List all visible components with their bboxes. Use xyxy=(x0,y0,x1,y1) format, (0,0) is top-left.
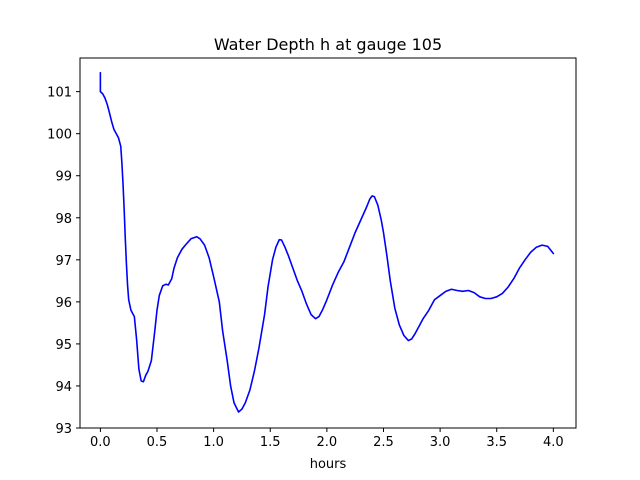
x-tick-label: 3.5 xyxy=(486,435,507,450)
chart-title: Water Depth h at gauge 105 xyxy=(214,35,442,54)
x-tick-label: 4.0 xyxy=(543,435,564,450)
y-tick-label: 95 xyxy=(55,338,72,353)
y-tick-label: 93 xyxy=(55,422,72,437)
y-axis: 93 94 95 96 97 98 99 100 101 xyxy=(47,86,80,437)
y-tick-label: 101 xyxy=(47,86,72,101)
x-tick-label: 0.0 xyxy=(90,435,111,450)
y-tick-label: 96 xyxy=(55,296,72,311)
x-tick-label: 0.5 xyxy=(147,435,168,450)
x-axis: 0.0 0.5 1.0 1.5 2.0 2.5 3.0 3.5 4.0 xyxy=(90,428,564,450)
y-tick-label: 97 xyxy=(55,254,72,269)
axes-frame xyxy=(79,57,577,429)
x-tick-label: 2.0 xyxy=(317,435,338,450)
x-tick-label: 1.5 xyxy=(260,435,281,450)
x-tick-label: 1.0 xyxy=(203,435,224,450)
y-tick-label: 100 xyxy=(47,128,72,143)
x-tick-label: 2.5 xyxy=(373,435,394,450)
y-tick-label: 98 xyxy=(55,212,72,227)
plot-area xyxy=(99,71,555,413)
y-tick-label: 94 xyxy=(55,380,72,395)
series-line xyxy=(99,71,555,413)
x-axis-label: hours xyxy=(310,457,347,472)
x-tick-label: 3.0 xyxy=(430,435,451,450)
y-tick-label: 99 xyxy=(55,170,72,185)
